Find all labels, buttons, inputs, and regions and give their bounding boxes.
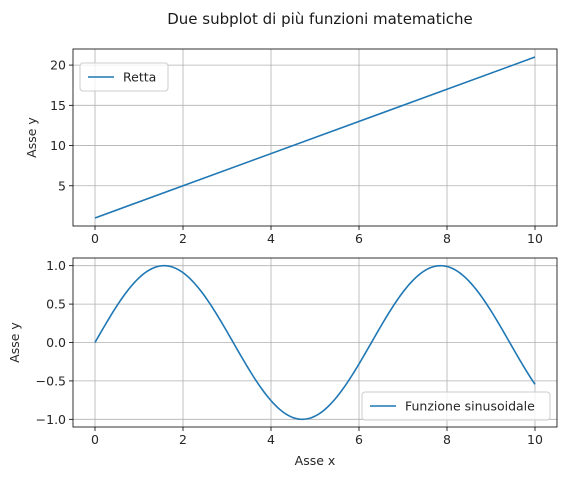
subplot-top: 0 2 4 6 8 10 5 10 15 20 Asse y Retta (24, 48, 558, 246)
bottom-xtick-label: 0 (91, 432, 99, 447)
top-xtick-label: 4 (267, 231, 275, 246)
top-xtick-label: 10 (527, 231, 543, 246)
top-legend: Retta (79, 62, 169, 92)
bottom-legend: Funzione sinusoidale (361, 391, 551, 421)
top-legend-box (79, 62, 169, 92)
bottom-legend-label: Funzione sinusoidale (405, 399, 535, 414)
bottom-ytick-label: 0.5 (46, 297, 66, 312)
subplot-bottom: 0 2 4 6 8 10 −1.0 −0.5 0.0 0.5 1.0 Asse y Asse x Funz… (7, 257, 558, 468)
bottom-grid (73, 258, 557, 427)
bottom-ytick-label: 1.0 (46, 258, 66, 273)
bottom-ytick-label: −0.5 (36, 373, 66, 388)
bottom-ytick-label: 0.0 (46, 335, 66, 350)
bottom-ylabel: Asse y (7, 322, 22, 363)
top-xtick-label: 6 (355, 231, 363, 246)
top-ytick-label: 20 (50, 58, 66, 73)
top-grid (73, 49, 557, 226)
bottom-ytick-label: −1.0 (36, 412, 66, 427)
top-ytick-label: 5 (58, 178, 66, 193)
top-ytick-label: 10 (50, 138, 66, 153)
bottom-xtick-label: 2 (179, 432, 187, 447)
bottom-xtick-label: 6 (355, 432, 363, 447)
top-series-line (94, 56, 536, 219)
bottom-xlabel: Asse x (295, 453, 336, 468)
bottom-legend-box (361, 391, 551, 421)
top-xtick-label: 2 (179, 231, 187, 246)
bottom-xtick-label: 4 (267, 432, 275, 447)
top-ylabel: Asse y (24, 117, 39, 158)
bottom-xtick-label: 8 (443, 432, 451, 447)
bottom-xtick-label: 10 (527, 432, 543, 447)
top-xtick-label: 0 (91, 231, 99, 246)
top-axes-frame (72, 48, 558, 227)
top-legend-label: Retta (123, 70, 156, 85)
bottom-series-line (94, 264, 536, 421)
top-xtick-label: 8 (443, 231, 451, 246)
top-ytick-label: 15 (50, 98, 66, 113)
figure-title: Due subplot di più funzioni matematiche (167, 10, 473, 28)
